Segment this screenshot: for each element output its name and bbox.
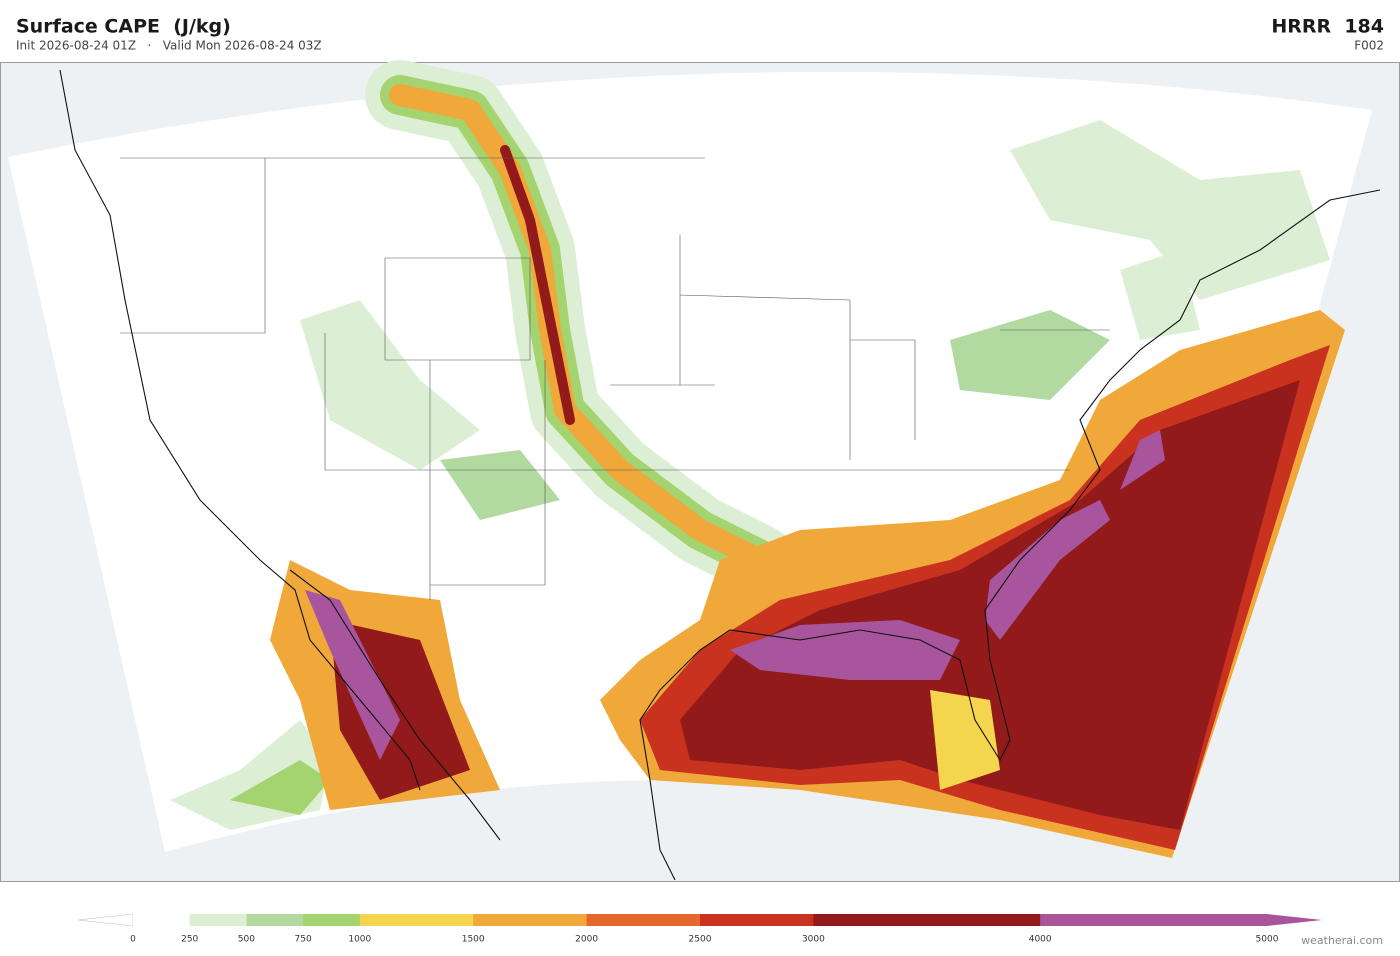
colorbar-segment [246,914,304,926]
colorbar-tick-label: 2000 [575,935,598,945]
colorbar-segment [303,914,361,926]
colorbar: 0 250 500 750 1000 1500 2000 2500 3000 4000 5000 [77,913,1322,945]
cape-area [950,310,1110,400]
colorbar-segment [133,914,191,926]
colorbar-tick-label: 2500 [689,935,712,945]
cape-field [170,60,1345,858]
colorbar-segment [359,914,474,926]
colorbar-extend-high [1267,914,1322,926]
colorbar-tick-label: 1500 [462,935,485,945]
colorbar-tick-label: 5000 [1256,935,1279,945]
colorbar-segment [1040,914,1268,926]
colorbar-segment [189,914,247,926]
cape-area [300,300,480,470]
credit: weatherai.com [1301,934,1383,947]
cape-area [730,620,960,680]
colorbar-tick-label: 1000 [348,935,371,945]
cape-area [305,590,400,760]
colorbar-tick-label: 4000 [1029,935,1052,945]
colorbar-tick-label: 500 [238,935,255,945]
cape-area [1120,430,1165,490]
colorbar-segment [473,914,588,926]
cape-area [1120,250,1200,340]
cape-band [500,145,575,425]
model-label: HRRR 184 [1271,16,1384,38]
title: Surface CAPE (J/kg) [16,16,231,38]
colorbar-tick-label: 250 [181,935,198,945]
coastlines [59,69,1381,881]
colorbar-tick-label: 750 [295,935,312,945]
forecast-hour: F002 [1354,39,1384,53]
subtitle: Init 2026-08-24 01Z · Valid Mon 2026-08-… [16,39,322,53]
colorbar-segment [700,914,814,926]
map [0,60,1400,882]
cape-area [985,500,1110,640]
colorbar-tick-label: 0 [130,935,136,945]
colorbar-extend-low [77,913,134,927]
colorbar-segment [586,914,701,926]
cape-area [230,760,330,815]
colorbar-segment [813,914,1041,926]
cape-area [440,450,560,520]
cape-area [930,690,1000,790]
colorbar-tick-label: 3000 [802,935,825,945]
state-borders [120,157,1110,600]
